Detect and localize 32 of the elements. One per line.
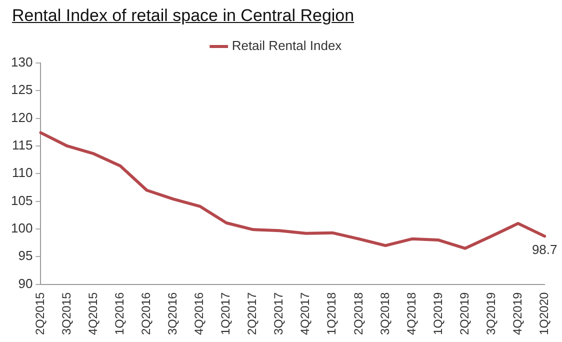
x-tick-label: 1Q2017 [218, 292, 233, 335]
y-tick-label: 130 [10, 54, 33, 70]
x-tick-label: 4Q2019 [510, 292, 524, 335]
chart-title: Rental Index of retail space in Central Region [12, 6, 354, 26]
x-tick-label: 3Q2016 [166, 292, 180, 335]
x-tick-label: 4Q2017 [298, 292, 312, 335]
x-tick-label: 3Q2018 [378, 292, 392, 335]
y-tick-label: 95 [18, 248, 33, 264]
y-tick-label: 105 [10, 192, 33, 208]
x-tick-label: 1Q2016 [112, 292, 127, 335]
x-tick-label: 2Q2017 [245, 292, 260, 335]
y-tick-label: 115 [12, 138, 33, 153]
y-tick-label: 125 [10, 82, 33, 98]
y-tick-label: 100 [10, 220, 33, 236]
x-tick-label: 4Q2016 [192, 292, 206, 335]
x-tick-label: 2Q2018 [351, 292, 366, 335]
x-tick-label: 4Q2015 [86, 292, 100, 335]
data-label: 98.7 [532, 242, 558, 258]
x-tick-label: 1Q2020 [536, 292, 551, 335]
y-tick-label: 90 [18, 276, 33, 291]
x-tick-label: 1Q2018 [324, 292, 339, 335]
legend-label: Retail Rental Index [232, 38, 342, 54]
x-tick-label: 2Q2016 [139, 292, 154, 335]
x-tick-label: 1Q2019 [430, 292, 445, 335]
x-tick-label: 2Q2015 [33, 292, 47, 335]
x-tick-label: 3Q2017 [272, 292, 286, 335]
y-tick-label: 120 [10, 110, 33, 125]
x-tick-label: 3Q2019 [484, 292, 498, 335]
x-tick-label: 3Q2015 [60, 292, 74, 335]
x-tick-label: 4Q2018 [404, 292, 418, 335]
y-tick-label: 110 [12, 165, 33, 180]
x-tick-label: 2Q2019 [457, 292, 472, 335]
